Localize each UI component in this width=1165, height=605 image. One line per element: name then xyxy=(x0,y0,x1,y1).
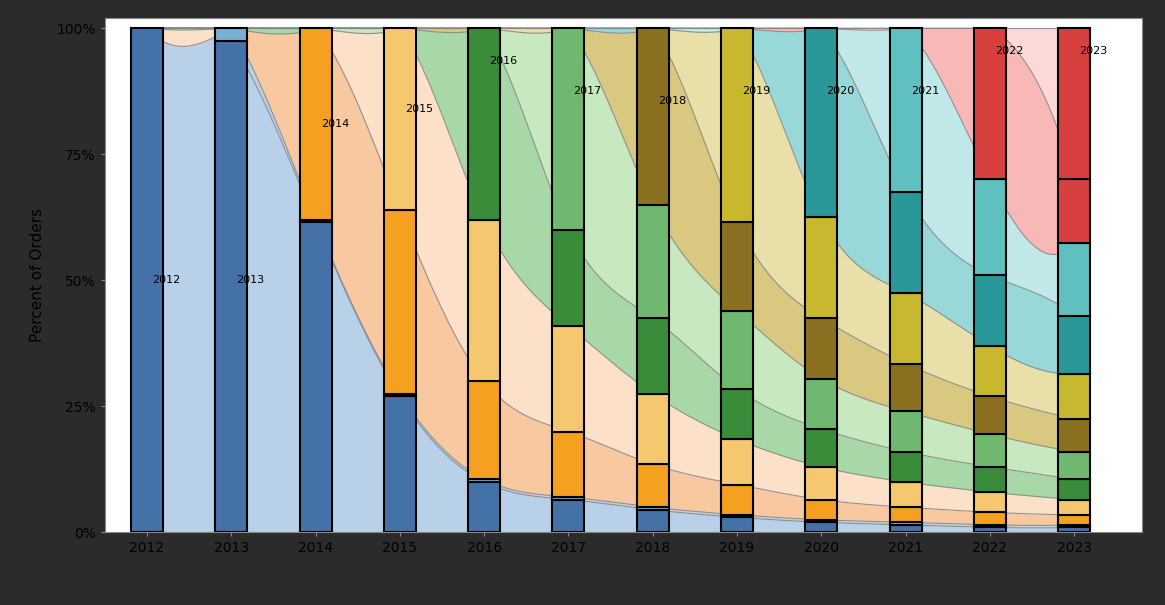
FancyBboxPatch shape xyxy=(1058,373,1090,419)
FancyBboxPatch shape xyxy=(637,507,669,509)
FancyBboxPatch shape xyxy=(384,28,416,210)
FancyBboxPatch shape xyxy=(974,525,1007,528)
Text: 2012: 2012 xyxy=(153,275,181,286)
FancyBboxPatch shape xyxy=(805,379,838,429)
FancyBboxPatch shape xyxy=(637,28,669,204)
Text: 2021: 2021 xyxy=(911,87,939,96)
FancyBboxPatch shape xyxy=(805,522,838,532)
Text: 2017: 2017 xyxy=(573,87,602,96)
FancyBboxPatch shape xyxy=(468,381,500,479)
FancyBboxPatch shape xyxy=(1058,180,1090,243)
FancyBboxPatch shape xyxy=(384,396,416,532)
FancyBboxPatch shape xyxy=(721,310,753,389)
FancyBboxPatch shape xyxy=(890,507,922,522)
FancyBboxPatch shape xyxy=(974,28,1007,180)
FancyBboxPatch shape xyxy=(468,479,500,482)
Text: 2019: 2019 xyxy=(742,87,770,96)
FancyBboxPatch shape xyxy=(890,411,922,452)
FancyBboxPatch shape xyxy=(974,528,1007,532)
FancyBboxPatch shape xyxy=(299,220,332,222)
FancyBboxPatch shape xyxy=(805,318,838,379)
FancyBboxPatch shape xyxy=(721,515,753,517)
FancyBboxPatch shape xyxy=(890,522,922,525)
FancyBboxPatch shape xyxy=(890,452,922,482)
FancyBboxPatch shape xyxy=(384,394,416,396)
FancyBboxPatch shape xyxy=(974,396,1007,434)
FancyBboxPatch shape xyxy=(805,500,838,520)
FancyBboxPatch shape xyxy=(637,318,669,394)
FancyBboxPatch shape xyxy=(552,325,585,431)
Text: 2015: 2015 xyxy=(405,104,433,114)
FancyBboxPatch shape xyxy=(1058,479,1090,500)
FancyBboxPatch shape xyxy=(216,41,247,532)
FancyBboxPatch shape xyxy=(637,465,669,507)
Text: 2018: 2018 xyxy=(658,96,686,106)
FancyBboxPatch shape xyxy=(1058,525,1090,528)
FancyBboxPatch shape xyxy=(468,482,500,532)
FancyBboxPatch shape xyxy=(552,497,585,500)
FancyBboxPatch shape xyxy=(721,222,753,310)
Text: 2023: 2023 xyxy=(1079,46,1108,56)
Text: 2014: 2014 xyxy=(320,119,348,129)
FancyBboxPatch shape xyxy=(1058,243,1090,316)
FancyBboxPatch shape xyxy=(468,28,500,220)
FancyBboxPatch shape xyxy=(805,429,838,467)
FancyBboxPatch shape xyxy=(890,28,922,192)
Text: 2016: 2016 xyxy=(489,56,517,66)
FancyBboxPatch shape xyxy=(890,364,922,411)
FancyBboxPatch shape xyxy=(974,434,1007,467)
FancyBboxPatch shape xyxy=(805,467,838,500)
Text: 2013: 2013 xyxy=(236,275,264,286)
Text: 2022: 2022 xyxy=(995,46,1023,56)
FancyBboxPatch shape xyxy=(637,509,669,532)
FancyBboxPatch shape xyxy=(721,517,753,532)
FancyBboxPatch shape xyxy=(1058,28,1090,180)
FancyBboxPatch shape xyxy=(637,394,669,465)
FancyBboxPatch shape xyxy=(1058,515,1090,525)
FancyBboxPatch shape xyxy=(890,192,922,293)
FancyBboxPatch shape xyxy=(216,28,247,41)
FancyBboxPatch shape xyxy=(974,180,1007,275)
FancyBboxPatch shape xyxy=(299,28,332,220)
FancyBboxPatch shape xyxy=(552,230,585,325)
FancyBboxPatch shape xyxy=(552,28,585,230)
FancyBboxPatch shape xyxy=(384,210,416,394)
FancyBboxPatch shape xyxy=(805,28,838,217)
FancyBboxPatch shape xyxy=(1058,419,1090,452)
FancyBboxPatch shape xyxy=(974,492,1007,512)
FancyBboxPatch shape xyxy=(974,512,1007,525)
FancyBboxPatch shape xyxy=(1058,316,1090,373)
FancyBboxPatch shape xyxy=(721,28,753,222)
FancyBboxPatch shape xyxy=(299,222,332,532)
FancyBboxPatch shape xyxy=(974,467,1007,492)
FancyBboxPatch shape xyxy=(468,220,500,381)
FancyBboxPatch shape xyxy=(890,293,922,364)
FancyBboxPatch shape xyxy=(974,346,1007,396)
FancyBboxPatch shape xyxy=(805,520,838,522)
FancyBboxPatch shape xyxy=(721,439,753,485)
FancyBboxPatch shape xyxy=(1058,500,1090,515)
FancyBboxPatch shape xyxy=(130,28,163,532)
FancyBboxPatch shape xyxy=(637,204,669,318)
FancyBboxPatch shape xyxy=(1058,452,1090,479)
FancyBboxPatch shape xyxy=(721,389,753,439)
FancyBboxPatch shape xyxy=(1058,528,1090,532)
FancyBboxPatch shape xyxy=(721,485,753,515)
Y-axis label: Percent of Orders: Percent of Orders xyxy=(30,208,45,342)
FancyBboxPatch shape xyxy=(890,525,922,532)
FancyBboxPatch shape xyxy=(552,500,585,532)
FancyBboxPatch shape xyxy=(890,482,922,507)
FancyBboxPatch shape xyxy=(805,217,838,318)
FancyBboxPatch shape xyxy=(552,431,585,497)
FancyBboxPatch shape xyxy=(974,275,1007,346)
Text: 2020: 2020 xyxy=(826,87,855,96)
